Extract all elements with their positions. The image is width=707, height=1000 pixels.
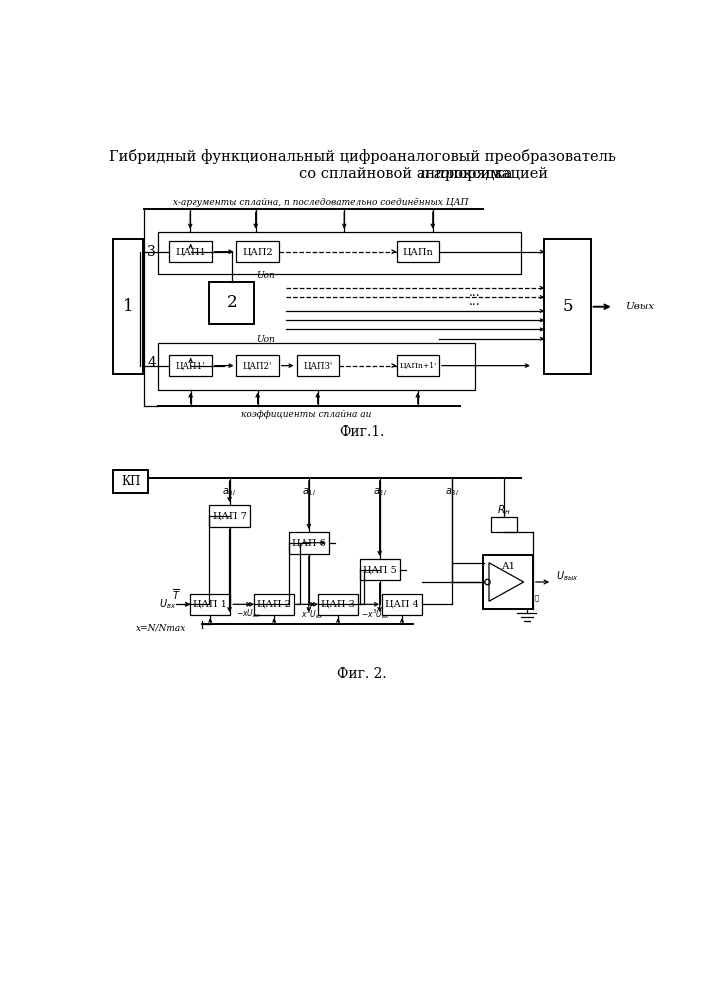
Text: Фиг. 2.: Фиг. 2. [337, 667, 387, 681]
Text: $x^2U_{вх}$: $x^2U_{вх}$ [300, 607, 323, 621]
Bar [113, 470, 148, 493]
Text: $a_{0i}$: $a_{0i}$ [223, 486, 237, 498]
Text: $a_{2i}$: $a_{2i}$ [373, 486, 387, 498]
Text: 2: 2 [226, 294, 237, 311]
Text: ЦАП 2: ЦАП 2 [257, 600, 291, 609]
Bar [158, 232, 521, 274]
Text: x=N/Nmax: x=N/Nmax [136, 624, 187, 633]
Bar [382, 594, 422, 615]
Text: $\overline{T}$: $\overline{T}$ [172, 588, 181, 602]
Bar [209, 505, 250, 527]
Text: КП: КП [121, 475, 140, 488]
Text: ЦАП3': ЦАП3' [303, 361, 332, 370]
Bar [397, 241, 439, 262]
Text: 5: 5 [562, 298, 573, 315]
Text: ЦАП2: ЦАП2 [243, 247, 273, 256]
Text: со сплайновой аппроксимацией: со сплайновой аппроксимацией [299, 167, 553, 181]
Text: A1: A1 [501, 562, 515, 571]
Text: $R_н$: $R_н$ [497, 503, 511, 517]
Text: ...: ... [469, 295, 481, 308]
Text: 1: 1 [122, 298, 133, 315]
Bar [318, 594, 358, 615]
Text: $a_{3i}$: $a_{3i}$ [445, 486, 459, 498]
Bar [170, 241, 212, 262]
Bar [288, 532, 329, 554]
Text: $U_{вых}$: $U_{вых}$ [556, 569, 578, 583]
Text: ЦАП 7: ЦАП 7 [213, 511, 247, 520]
Text: порядка: порядка [444, 167, 513, 181]
Bar [296, 355, 339, 376]
Text: ЦАПn+1': ЦАПn+1' [399, 362, 436, 370]
Text: 4: 4 [147, 356, 156, 370]
Text: ЦАП1: ЦАП1 [175, 247, 206, 256]
Text: Фиг.1.: Фиг.1. [339, 425, 385, 439]
Bar [170, 355, 212, 376]
Bar [491, 517, 518, 532]
Text: $-xU_{вх}$: $-xU_{вх}$ [235, 607, 260, 620]
Text: ✤: ✤ [534, 593, 539, 601]
Text: ЦАПn: ЦАПn [402, 247, 433, 256]
Text: Uon: Uon [257, 335, 275, 344]
Text: ЦАП 1: ЦАП 1 [193, 600, 227, 609]
Text: коэффициенты сплайна aи: коэффициенты сплайна aи [240, 410, 371, 419]
Text: Uвых: Uвых [625, 302, 655, 311]
Text: ЦАП1': ЦАП1' [176, 361, 205, 370]
Text: ЦАП 6: ЦАП 6 [292, 538, 326, 547]
Bar [483, 555, 533, 609]
Text: $a_{1i}$: $a_{1i}$ [302, 486, 316, 498]
Text: Uon: Uon [257, 271, 275, 280]
Bar [158, 343, 475, 389]
Text: $-x^3U_{вх}$: $-x^3U_{вх}$ [361, 607, 390, 621]
Text: ЦАП2': ЦАП2' [243, 361, 272, 370]
Bar [236, 355, 279, 376]
Bar [209, 282, 254, 324]
Bar [113, 239, 143, 374]
Text: ...: ... [469, 286, 481, 299]
Text: ЦАП 4: ЦАП 4 [385, 600, 419, 609]
Text: Гибридный функциональный цифроаналоговый преобразователь: Гибридный функциональный цифроаналоговый… [108, 149, 615, 164]
Text: ЦАП 5: ЦАП 5 [363, 565, 397, 574]
Text: 3: 3 [147, 245, 156, 259]
Bar [360, 559, 399, 580]
Bar [397, 355, 439, 376]
Bar [190, 594, 230, 615]
Bar [544, 239, 590, 374]
Text: ЦАП 3: ЦАП 3 [321, 600, 355, 609]
Text: x-аргументы сплайна, n последовательно соединённых ЦАП: x-аргументы сплайна, n последовательно с… [173, 198, 469, 207]
Text: n-го: n-го [420, 167, 450, 181]
Text: $U_{вх}$: $U_{вх}$ [158, 597, 176, 611]
Bar [254, 594, 294, 615]
Bar [236, 241, 279, 262]
